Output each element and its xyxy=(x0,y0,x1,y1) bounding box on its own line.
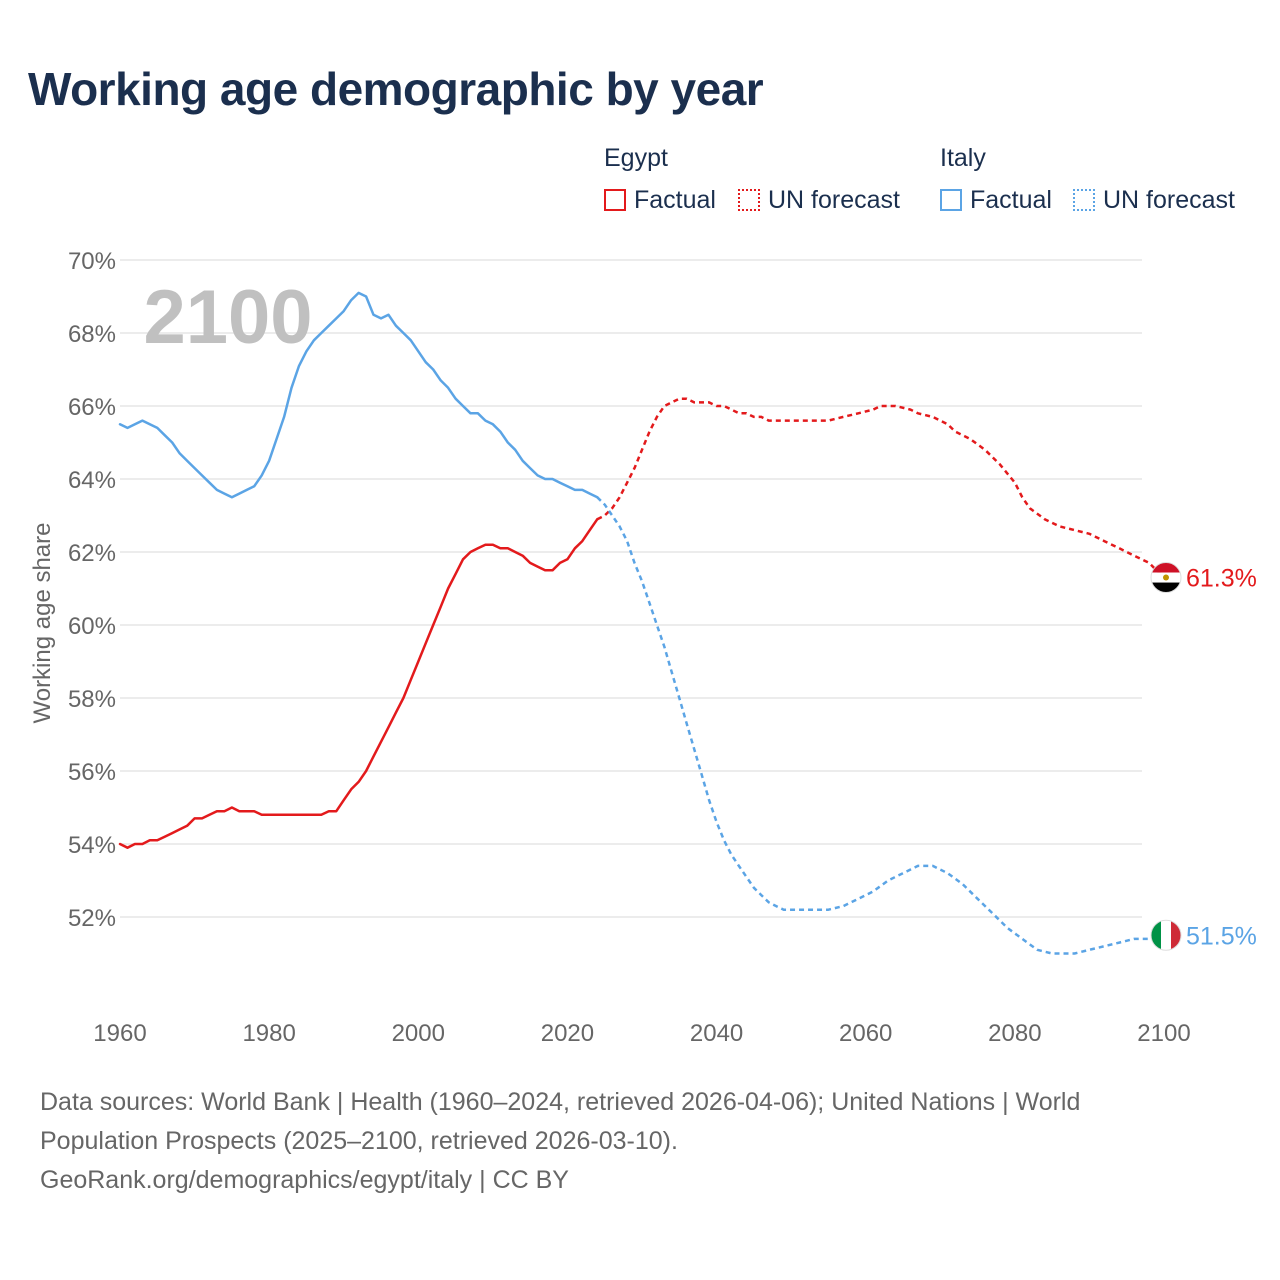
flag-border xyxy=(1150,919,1182,951)
x-tick-label: 2060 xyxy=(839,1020,892,1047)
legend-swatch-dotted-blue xyxy=(1073,189,1095,211)
footer-sources-line-1: Data sources: World Bank | Health (1960–… xyxy=(40,1088,1081,1116)
x-tick-label: 2100 xyxy=(1137,1020,1190,1047)
y-axis-title: Working age share xyxy=(29,523,56,724)
chart-title: Working age demographic by year xyxy=(28,63,764,115)
year-watermark: 2100 xyxy=(143,275,312,360)
end-labels: 61.3% 51.5% xyxy=(1186,565,1257,951)
end-label-egypt: 61.3% xyxy=(1186,565,1257,593)
grid-lines xyxy=(120,259,1142,918)
legend-item-egypt-forecast[interactable]: UN forecast xyxy=(738,184,900,216)
series-line-egypt-forecast[interactable] xyxy=(596,397,1172,579)
series-lines xyxy=(118,291,1172,955)
end-label-italy: 51.5% xyxy=(1186,922,1257,950)
y-tick-label: 58% xyxy=(68,686,116,713)
y-tick-label: 54% xyxy=(68,832,116,859)
y-tick-label: 62% xyxy=(68,540,116,567)
legend-swatch-dotted-red xyxy=(738,189,760,211)
y-tick-label: 66% xyxy=(68,394,116,421)
legend-label-italy-factual: Factual xyxy=(970,185,1052,214)
legend-group-title-egypt: Egypt xyxy=(604,144,668,172)
legend-group-title-italy: Italy xyxy=(940,144,986,172)
legend-label-egypt-forecast: UN forecast xyxy=(768,185,900,214)
flag-border xyxy=(1150,562,1182,594)
x-tick-label: 1980 xyxy=(242,1020,295,1047)
legend-swatch-solid-red xyxy=(604,189,626,211)
series-line-italy-factual[interactable] xyxy=(118,291,599,499)
footer-sources-line-2: Population Prospects (2025–2100, retriev… xyxy=(40,1127,678,1155)
y-tick-label: 56% xyxy=(68,759,116,786)
italy-flag-icon xyxy=(1151,920,1181,951)
footer-attribution-link[interactable]: GeoRank.org/demographics/egypt/italy | C… xyxy=(40,1166,569,1194)
x-tick-label: 2020 xyxy=(541,1020,594,1047)
x-tick-label: 2000 xyxy=(392,1020,445,1047)
axis-labels: 52% 54% 56% 58% 60% 62% 64% 66% 68% 70% 1960 1980 20… xyxy=(68,248,1191,1047)
series-line-egypt-factual[interactable] xyxy=(118,517,599,849)
y-tick-label: 64% xyxy=(68,467,116,494)
legend-item-italy-forecast[interactable]: UN forecast xyxy=(1073,184,1235,216)
legend-item-italy-factual[interactable]: Factual xyxy=(940,184,1052,216)
x-tick-label: 1960 xyxy=(93,1020,146,1047)
y-tick-label: 52% xyxy=(68,905,116,932)
x-tick-label: 2040 xyxy=(690,1020,743,1047)
egypt-flag-icon xyxy=(1151,562,1181,593)
y-tick-label: 68% xyxy=(68,321,116,348)
x-tick-label: 2080 xyxy=(988,1020,1041,1047)
legend-item-egypt-factual[interactable]: Factual xyxy=(604,184,716,216)
legend-label-italy-forecast: UN forecast xyxy=(1103,185,1235,214)
legend-label-egypt-factual: Factual xyxy=(634,185,716,214)
end-flags xyxy=(1150,562,1182,951)
y-tick-label: 70% xyxy=(68,248,116,275)
series-line-italy-forecast[interactable] xyxy=(596,496,1172,955)
legend-swatch-solid-blue xyxy=(940,189,962,211)
y-tick-label: 60% xyxy=(68,613,116,640)
